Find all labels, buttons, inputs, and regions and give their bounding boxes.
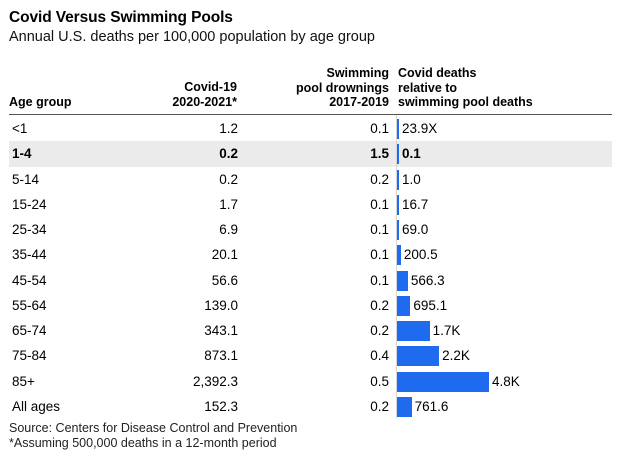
cell-age-group: 65-74 [12, 323, 47, 338]
table-row: <1 1.2 0.1 23.9X [9, 116, 612, 142]
ratio-bar [397, 245, 401, 266]
table-row: 35-44 20.1 0.1 200.5 [9, 242, 612, 268]
footnote: *Assuming 500,000 deaths in a 12-month p… [9, 436, 277, 450]
header-pool-line2: pool drownings [295, 80, 389, 95]
table-row: 45-54 56.6 0.1 566.3 [9, 268, 612, 294]
cell-pool-drownings: 0.2 [370, 171, 389, 187]
ratio-bar [397, 295, 411, 316]
header-covid: Covid-19 2020-2021* [172, 80, 237, 109]
header-pool-line3: 2017-2019 [329, 95, 389, 109]
ratio-label: 69.0 [402, 222, 429, 237]
cell-pool-drownings: 0.2 [370, 398, 389, 414]
header-covid-line2: 2020-2021* [172, 94, 237, 109]
cell-pool-drownings: 0.1 [370, 121, 389, 136]
ratio-label: 1.0 [402, 171, 421, 187]
ratio-label: 695.1 [413, 297, 448, 313]
cell-age-group: 5-14 [12, 171, 40, 187]
header-age-group: Age group [9, 95, 72, 109]
chart-title: Covid Versus Swimming Pools [9, 9, 233, 26]
table-row: 85+ 2,392.3 0.5 4.8K [9, 369, 612, 395]
cell-covid-deaths: 1.7 [219, 196, 238, 212]
cell-covid-deaths: 152.3 [204, 398, 238, 414]
ratio-bar [397, 169, 399, 190]
table-row: 55-64 139.0 0.2 695.1 [9, 293, 612, 319]
cell-covid-deaths: 2,392.3 [192, 373, 238, 389]
cell-age-group: 35-44 [12, 247, 47, 263]
cell-covid-deaths: 20.1 [211, 247, 238, 263]
cell-age-group: 25-34 [12, 222, 47, 237]
cell-pool-drownings: 0.1 [370, 222, 389, 237]
cell-pool-drownings: 0.1 [370, 247, 389, 263]
ratio-bar [397, 144, 399, 165]
ratio-label: 761.6 [414, 398, 449, 414]
table-row: 15-24 1.7 0.1 16.7 [9, 192, 612, 218]
cell-age-group: 1-4 [12, 146, 32, 162]
cell-pool-drownings: 0.2 [370, 297, 389, 313]
cell-age-group: 45-54 [12, 272, 47, 288]
cell-covid-deaths: 873.1 [204, 348, 238, 364]
header-covid-line1: Covid-19 [184, 80, 237, 94]
bar-baseline [396, 115, 397, 418]
table-row: All ages 152.3 0.2 761.6 [9, 394, 612, 420]
cell-age-group: 15-24 [12, 196, 47, 212]
cell-age-group: <1 [12, 121, 28, 136]
ratio-bar [397, 220, 399, 240]
cell-age-group: All ages [12, 398, 61, 414]
ratio-label: 200.5 [403, 247, 438, 263]
ratio-label: 4.8K [492, 373, 520, 389]
header-ratio-line2: relative to [398, 80, 458, 95]
cell-age-group: 85+ [12, 373, 35, 389]
ratio-bar [397, 346, 440, 367]
cell-covid-deaths: 1.2 [219, 121, 238, 136]
table-row: 1-4 0.2 1.5 0.1 [9, 141, 612, 168]
ratio-bar [397, 270, 408, 291]
ratio-bar [397, 396, 412, 417]
ratio-label: 0.1 [402, 146, 421, 162]
table-row: 75-84 873.1 0.4 2.2K [9, 343, 612, 369]
cell-covid-deaths: 0.2 [219, 146, 238, 162]
cell-covid-deaths: 343.1 [204, 323, 238, 338]
cell-age-group: 75-84 [12, 348, 47, 364]
cell-pool-drownings: 0.5 [370, 373, 389, 389]
ratio-label: 566.3 [410, 272, 445, 288]
table-row: 25-34 6.9 0.1 69.0 [9, 217, 612, 243]
header-divider [9, 114, 612, 115]
ratio-bar [397, 371, 489, 392]
cell-covid-deaths: 56.6 [211, 272, 238, 288]
ratio-label: 23.9X [402, 121, 438, 136]
cell-age-group: 55-64 [12, 297, 47, 313]
cell-pool-drownings: 0.4 [370, 348, 389, 364]
ratio-label: 1.7K [432, 323, 461, 338]
cell-pool-drownings: 1.5 [370, 146, 389, 162]
header-ratio: Covid deaths relative to swimming pool d… [398, 66, 533, 110]
header-ratio-line1: Covid deaths [398, 66, 477, 80]
cell-pool-drownings: 0.1 [370, 196, 389, 212]
cell-covid-deaths: 139.0 [204, 297, 238, 313]
chart-subtitle: Annual U.S. deaths per 100,000 populatio… [9, 29, 375, 45]
source-note: Source: Centers for Disease Control and … [9, 421, 298, 435]
header-ratio-line3: swimming pool deaths [398, 95, 533, 109]
ratio-label: 2.2K [442, 348, 470, 364]
table-row: 65-74 343.1 0.2 1.7K [9, 318, 612, 344]
ratio-bar [397, 321, 430, 341]
ratio-label: 16.7 [402, 196, 429, 212]
cell-covid-deaths: 6.9 [219, 222, 238, 237]
cell-pool-drownings: 0.2 [370, 323, 389, 338]
ratio-bar [397, 119, 399, 139]
header-pool: Swimming pool drownings 2017-2019 [296, 66, 389, 110]
table-row: 5-14 0.2 0.2 1.0 [9, 167, 612, 193]
ratio-bar [397, 194, 399, 215]
header-pool-line1: Swimming [326, 66, 389, 80]
cell-pool-drownings: 0.1 [370, 272, 389, 288]
cell-covid-deaths: 0.2 [219, 171, 238, 187]
